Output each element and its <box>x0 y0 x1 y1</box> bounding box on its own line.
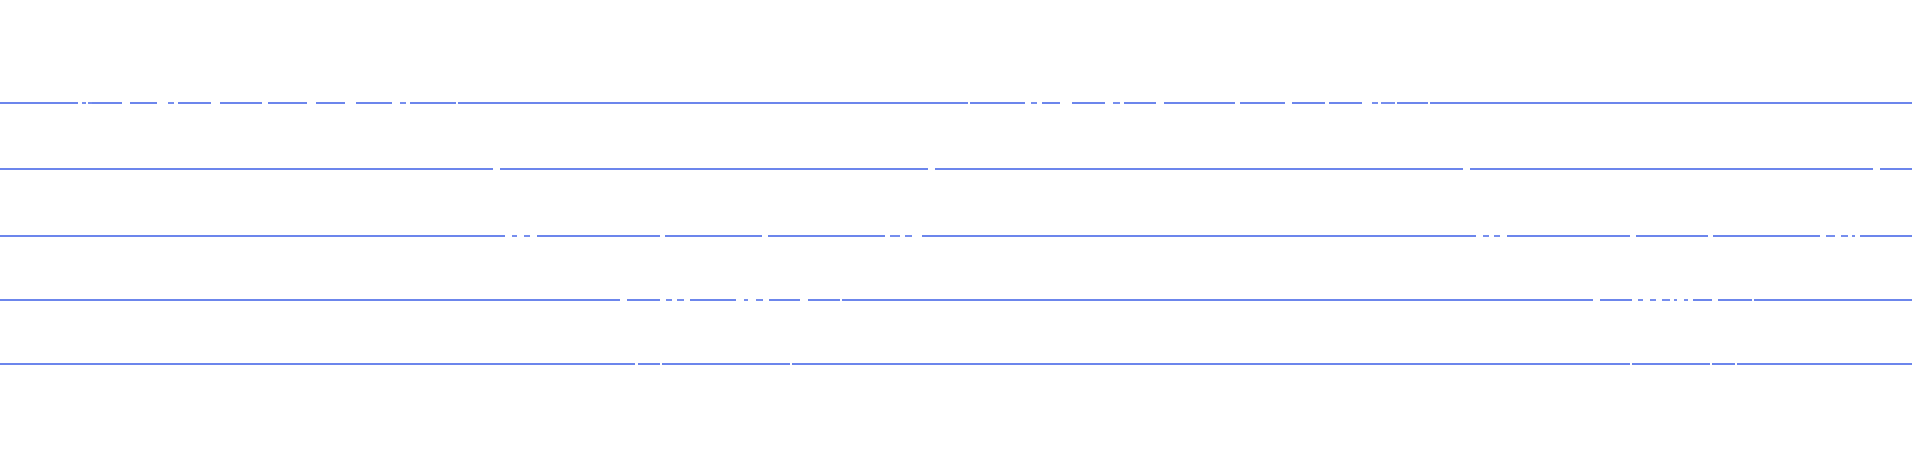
line-group <box>0 102 1912 365</box>
